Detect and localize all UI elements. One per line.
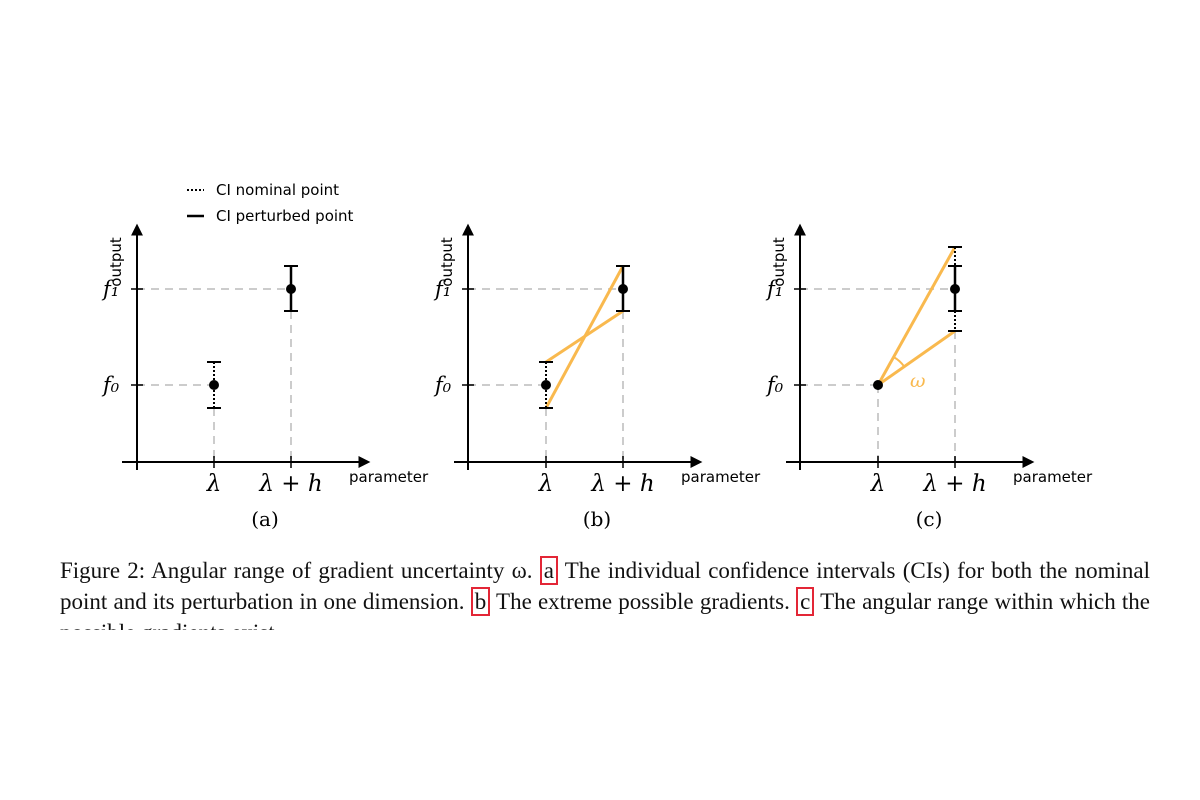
y-tick-label-f0: f₀ <box>101 373 120 397</box>
panel-a: output parameter f₁ f₀ λ λ + h (a) <box>101 223 429 531</box>
x-tick-label-lambda-plus-h: λ + h <box>258 471 322 497</box>
legend: CI nominal point CI perturbed point <box>187 181 354 225</box>
figure-caption: Figure 2: Angular range of gradient unce… <box>60 555 1150 630</box>
ref-link-b[interactable]: b <box>470 587 491 616</box>
y-tick-label-f0: f₀ <box>433 373 452 397</box>
y-tick-label-f1: f₁ <box>433 277 451 301</box>
angle-omega-label: ω <box>910 370 926 392</box>
panel-label-a: (a) <box>251 507 279 531</box>
x-axis-label: parameter <box>1013 468 1093 486</box>
y-axis-label: output <box>107 237 125 287</box>
min-gradient-line <box>877 329 956 387</box>
panel-label-c: (c) <box>916 507 943 531</box>
caption-text-b: The extreme possible gradients. <box>496 589 790 614</box>
caption-text-a: The individual confidence intervals (CIs… <box>60 558 1150 614</box>
y-axis-label: output <box>770 237 788 287</box>
y-axis-label: output <box>438 237 456 287</box>
perturbed-point <box>286 284 296 294</box>
legend-perturbed-label: CI perturbed point <box>216 207 354 225</box>
nominal-point <box>873 380 883 390</box>
ci-nominal-dotted <box>539 361 553 409</box>
y-tick-label-f1: f₁ <box>765 277 783 301</box>
panel-b: output parameter f₁ f₀ λ λ + h (b) <box>433 223 761 531</box>
x-tick-label-lambda-plus-h: λ + h <box>922 471 986 497</box>
x-tick-label-lambda: λ <box>206 471 222 497</box>
x-tick-label-lambda-plus-h: λ + h <box>590 471 654 497</box>
nominal-point <box>541 380 551 390</box>
perturbed-point <box>950 284 960 294</box>
min-gradient-line <box>545 309 624 364</box>
x-tick-label-lambda: λ <box>870 471 886 497</box>
ref-link-c[interactable]: c <box>796 587 815 616</box>
ref-link-a[interactable]: a <box>539 556 558 585</box>
max-gradient-line <box>876 246 957 386</box>
nominal-point <box>209 380 219 390</box>
angle-arc <box>893 356 906 368</box>
perturbed-point <box>618 284 628 294</box>
x-axis-label: parameter <box>349 468 429 486</box>
y-tick-label-f1: f₁ <box>101 277 119 301</box>
panel-label-b: (b) <box>583 507 611 531</box>
panel-c: output parameter f₁ f₀ λ λ + h ω (c) <box>765 223 1093 531</box>
legend-nominal-label: CI nominal point <box>216 181 339 199</box>
ci-nominal-dotted <box>207 361 221 409</box>
x-axis-label: parameter <box>681 468 761 486</box>
caption-prefix: Figure 2: Angular range of gradient unce… <box>60 558 533 583</box>
x-tick-label-lambda: λ <box>538 471 554 497</box>
caption-text-c: The angular range within which the possi… <box>60 589 1150 630</box>
y-tick-label-f0: f₀ <box>765 373 784 397</box>
